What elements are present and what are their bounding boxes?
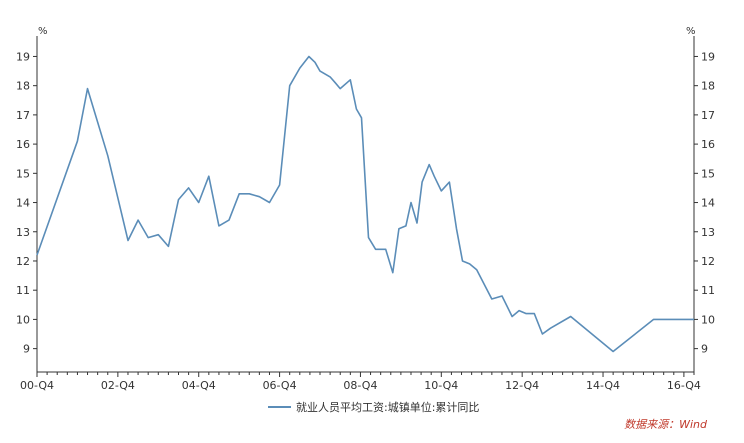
right-tick-label: 17 bbox=[701, 109, 715, 122]
left-axis: % 9 10 11 12 13 14 15 16 17 18 19 bbox=[16, 26, 48, 372]
right-axis: % 9 10 11 12 13 14 15 16 17 18 19 bbox=[686, 26, 715, 372]
source-note: 数据来源：Wind bbox=[624, 418, 708, 431]
left-tick-label: 18 bbox=[16, 80, 30, 93]
right-axis-unit: % bbox=[686, 26, 696, 37]
series-line bbox=[36, 55, 694, 353]
left-tick-label: 15 bbox=[16, 167, 30, 180]
x-axis: 00-Q4 02-Q4 04-Q4 06-Q4 08-Q4 10-Q4 12-Q4 14-Q4… bbox=[20, 371, 701, 392]
x-tick-label: 14-Q4 bbox=[586, 379, 620, 392]
x-tick-label: 08-Q4 bbox=[343, 379, 377, 392]
x-tick-label: 02-Q4 bbox=[101, 379, 135, 392]
x-tick-label: 06-Q4 bbox=[263, 379, 297, 392]
right-tick-label: 11 bbox=[701, 284, 715, 297]
right-tick-label: 15 bbox=[701, 167, 715, 180]
x-tick-label: 04-Q4 bbox=[182, 379, 216, 392]
right-tick-label: 12 bbox=[701, 255, 715, 268]
legend: 就业人员平均工资:城镇单位:累计同比 bbox=[268, 400, 479, 414]
right-tick-label: 9 bbox=[701, 343, 708, 356]
left-tick-label: 9 bbox=[23, 343, 30, 356]
left-tick-label: 14 bbox=[16, 197, 30, 210]
left-tick-label: 10 bbox=[16, 313, 30, 326]
legend-label: 就业人员平均工资:城镇单位:累计同比 bbox=[296, 400, 479, 414]
left-tick-label: 13 bbox=[16, 226, 30, 239]
left-tick-label: 19 bbox=[16, 50, 30, 63]
right-tick-label: 14 bbox=[701, 197, 715, 210]
right-tick-label: 10 bbox=[701, 313, 715, 326]
left-tick-label: 12 bbox=[16, 255, 30, 268]
x-tick-label: 12-Q4 bbox=[505, 379, 539, 392]
left-tick-label: 17 bbox=[16, 109, 30, 122]
left-tick-label: 11 bbox=[16, 284, 30, 297]
right-tick-label: 13 bbox=[701, 226, 715, 239]
right-tick-label: 18 bbox=[701, 80, 715, 93]
x-tick-label: 10-Q4 bbox=[424, 379, 458, 392]
x-tick-label: 00-Q4 bbox=[20, 379, 54, 392]
left-axis-unit: % bbox=[38, 26, 48, 37]
x-tick-label: 16-Q4 bbox=[667, 379, 701, 392]
left-tick-label: 16 bbox=[16, 138, 30, 151]
right-tick-label: 16 bbox=[701, 138, 715, 151]
right-tick-label: 19 bbox=[701, 50, 715, 63]
